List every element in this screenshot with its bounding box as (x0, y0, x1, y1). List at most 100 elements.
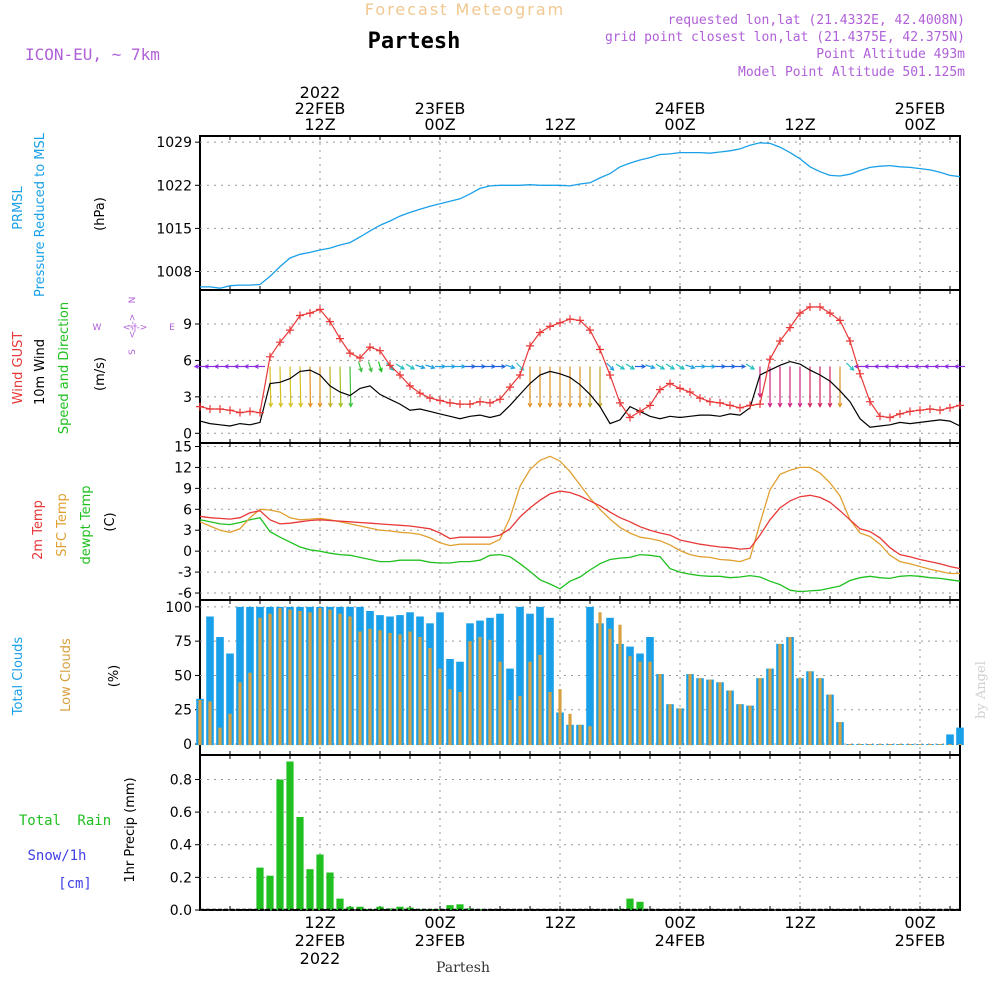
gust-marker (266, 353, 274, 361)
rain-bar (256, 868, 263, 910)
pressure-label-full: Pressure Reduced to MSL (33, 132, 48, 297)
low-cloud-bar (898, 744, 901, 745)
low-cloud-bar (418, 637, 421, 745)
gust-marker (476, 398, 484, 406)
pressure-label-prmsl: PRMSL (11, 185, 26, 229)
gust-marker (936, 406, 944, 414)
low-cloud-bar (738, 704, 741, 745)
rain-bar (276, 780, 283, 911)
wind-compass: N S W E <-|-> <-|-> (93, 297, 176, 355)
low-cloud-bar (518, 696, 521, 745)
y-tick-label: 100 (165, 600, 192, 616)
low-cloud-bar (668, 704, 671, 745)
wind-direction-arrow (270, 367, 271, 407)
low-cloud-bar (548, 692, 551, 745)
gust-marker (416, 389, 424, 397)
low-cloud-bar (798, 678, 801, 745)
low-cloud-bar (278, 608, 281, 745)
wind-direction-arrow (300, 367, 301, 407)
gust-marker (246, 407, 254, 415)
compass-w: W (93, 323, 102, 333)
low-cloud-bar (788, 637, 791, 745)
low-cloud-bar (478, 637, 481, 745)
bottom-time-label: 12Z (304, 913, 335, 932)
low-cloud-bar (218, 728, 221, 746)
low-cloud-bar (838, 722, 841, 745)
compass-e: E (169, 323, 175, 333)
low-cloud-bar (308, 612, 311, 745)
gust-marker (546, 322, 554, 330)
gust-marker (726, 401, 734, 409)
rain-bar (296, 817, 303, 910)
low-cloud-bar (678, 708, 681, 745)
rain-bar (286, 762, 293, 911)
bottom-time-label: 12Z (784, 913, 815, 932)
low-cloud-bar (658, 674, 661, 745)
gust-marker (956, 401, 964, 409)
bottom-time-label: 00Z (664, 913, 695, 932)
low-cloud-bar (928, 744, 931, 745)
low-cloud-bar (698, 678, 701, 745)
gust-marker (296, 312, 304, 320)
low-cloud-bar (398, 634, 401, 745)
low-cloud-bar (458, 692, 461, 745)
low-cloud-bar (438, 669, 441, 745)
gust-marker (436, 397, 444, 405)
y-tick-label: 1029 (156, 135, 192, 151)
low-cloud-bar (338, 614, 341, 745)
y-tick-label: 0 (183, 737, 192, 753)
bottom-time-label: 12Z (544, 913, 575, 932)
wind-direction-arrow (290, 367, 291, 407)
y-tick-label: 0.0 (170, 903, 192, 919)
gust-marker (656, 386, 664, 394)
gust-marker (906, 407, 914, 415)
gust-marker (466, 400, 474, 408)
low-cloud-bar (328, 610, 331, 745)
low-cloud-bar (818, 678, 821, 745)
low-cloud-bar (558, 689, 561, 745)
precip-label-cm: [cm] (58, 876, 92, 892)
low-cloud-bar (378, 630, 381, 745)
gust-marker (426, 394, 434, 402)
requested-coords: requested lon,lat (21.4332E, 42.4008N) (668, 13, 965, 28)
y-tick-label: 0.8 (170, 772, 192, 788)
gust-marker (606, 371, 614, 379)
rain-bar (336, 899, 343, 910)
y-tick-label: 75 (174, 634, 192, 650)
low-cloud-bar (718, 682, 721, 745)
pressure-line (200, 143, 960, 288)
bottom-time-label: 25FEB (895, 931, 946, 950)
low-cloud-bar (588, 726, 591, 745)
precip-label-unit: 1hr Precip (mm) (123, 777, 138, 882)
low-cloud-bar (948, 744, 951, 745)
gust-marker (216, 405, 224, 413)
gust-marker (346, 349, 354, 357)
low-cloud-bar (368, 629, 371, 745)
low-cloud-bar (618, 625, 621, 745)
wind-label-unit: (m/s) (93, 357, 108, 391)
low-cloud-bar (628, 656, 631, 745)
gust-marker (696, 394, 704, 402)
gust-marker (676, 384, 684, 392)
y-tick-label: 50 (174, 668, 192, 684)
low-cloud-bar (238, 682, 241, 745)
gust-marker (836, 316, 844, 324)
panel-frame (200, 755, 960, 910)
low-cloud-bar (258, 618, 261, 745)
location-title: Partesh (368, 29, 461, 54)
y-tick-label: 0.4 (170, 838, 192, 854)
low-cloud-bar (318, 608, 321, 745)
low-cloud-bar (888, 744, 891, 745)
gust-marker (336, 335, 344, 343)
y-tick-label: 3 (183, 523, 192, 539)
gust-marker (226, 406, 234, 414)
rain-bar (306, 869, 313, 910)
low-cloud-bar (468, 641, 471, 745)
gust-marker (236, 409, 244, 417)
gust-marker (626, 414, 634, 422)
